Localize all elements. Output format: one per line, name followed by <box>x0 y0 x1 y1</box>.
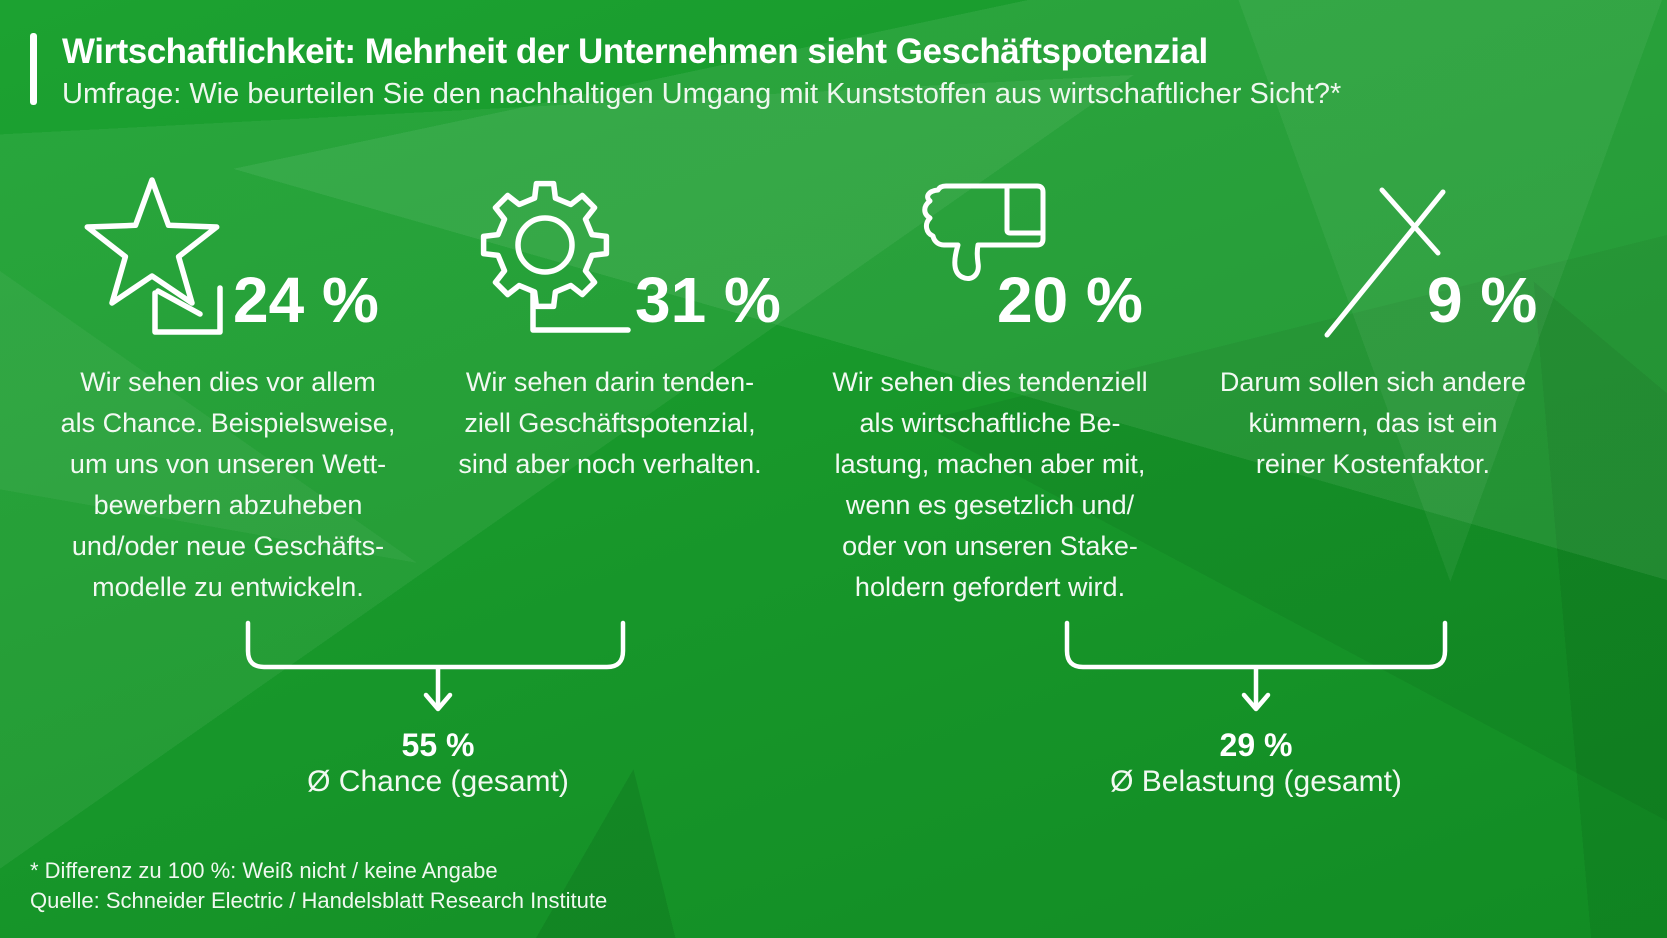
survey-question: Umfrage: Wie beurteilen Sie den nachhalt… <box>62 78 1342 110</box>
statement-potential-hesitant: Wir sehen darin tenden- ziell Geschäftsp… <box>458 367 762 479</box>
percent-value-cost-factor: 9 % <box>1427 264 1538 336</box>
group-total-chance-value: 55 % <box>401 727 475 763</box>
group-bracket-chance <box>245 620 626 712</box>
percent-value-potential-hesitant: 31 % <box>635 264 781 336</box>
group-total-belastung-label: Ø Belastung (gesamt) <box>1110 765 1402 798</box>
group-bracket-belastung <box>1064 620 1448 712</box>
group-total-chance-label: Ø Chance (gesamt) <box>307 765 569 798</box>
statement-chance-primary: Wir sehen dies vor allem als Chance. Bei… <box>60 367 396 602</box>
footnote: * Differenz zu 100 %: Weiß nicht / keine… <box>30 858 498 883</box>
percent-value-chance-primary: 24 % <box>233 264 379 336</box>
page-title: Wirtschaftlichkeit: Mehrheit der Unterne… <box>62 32 1208 71</box>
cross-icon <box>1324 187 1446 338</box>
percent-value-burden-compliant: 20 % <box>997 264 1143 336</box>
title-accent-bar <box>30 33 37 105</box>
thumbs-down-icon <box>922 183 1046 281</box>
statement-burden-compliant: Wir sehen dies tendenziell als wirtschaf… <box>832 367 1148 602</box>
group-total-belastung-value: 29 % <box>1219 727 1293 763</box>
source-credit: Quelle: Schneider Electric / Handelsblat… <box>30 888 608 913</box>
gear-icon <box>480 180 631 333</box>
statement-cost-factor: Darum sollen sich andere kümmern, das is… <box>1219 367 1527 479</box>
star-icon <box>84 177 223 335</box>
